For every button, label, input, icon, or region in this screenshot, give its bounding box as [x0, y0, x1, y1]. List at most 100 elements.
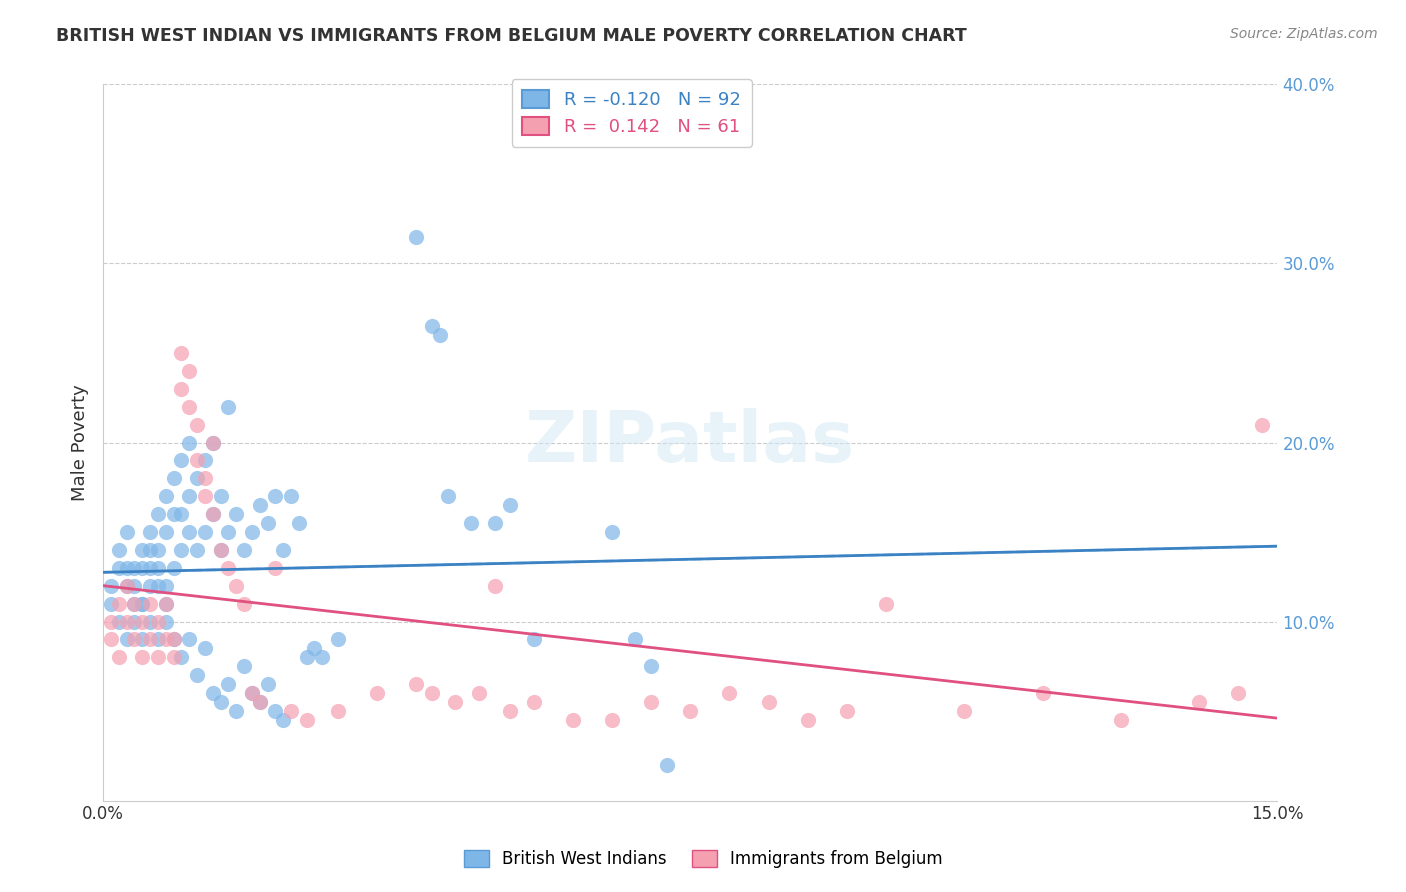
Point [139, 579, 162, 593]
Point [186, 453, 208, 467]
Point [100, 597, 122, 611]
Point [875, 597, 897, 611]
Point [311, 650, 333, 665]
Point [1109, 713, 1132, 727]
Point [162, 650, 184, 665]
Point [131, 561, 153, 575]
Point [600, 713, 623, 727]
Point [499, 704, 522, 718]
Point [146, 650, 169, 665]
Point [170, 382, 193, 396]
Point [225, 507, 247, 521]
Point [468, 686, 491, 700]
Point [170, 543, 193, 558]
Point [240, 686, 263, 700]
Point [718, 686, 741, 700]
Point [170, 453, 193, 467]
Text: ZIPatlas: ZIPatlas [526, 408, 855, 477]
Point [600, 524, 623, 539]
Point [420, 686, 443, 700]
Point [256, 516, 278, 530]
Point [107, 597, 129, 611]
Point [264, 561, 287, 575]
Point [271, 713, 294, 727]
Point [179, 632, 201, 647]
Point [139, 632, 162, 647]
Point [186, 543, 208, 558]
Point [225, 704, 247, 718]
Point [162, 471, 184, 485]
Point [170, 346, 193, 360]
Point [288, 516, 311, 530]
Point [179, 489, 201, 503]
Point [146, 561, 169, 575]
Point [115, 524, 138, 539]
Point [155, 489, 177, 503]
Point [162, 632, 184, 647]
Point [170, 650, 193, 665]
Point [209, 543, 232, 558]
Point [295, 713, 318, 727]
Point [124, 561, 146, 575]
Text: BRITISH WEST INDIAN VS IMMIGRANTS FROM BELGIUM MALE POVERTY CORRELATION CHART: BRITISH WEST INDIAN VS IMMIGRANTS FROM B… [56, 27, 967, 45]
Point [107, 615, 129, 629]
Point [953, 704, 976, 718]
Point [124, 597, 146, 611]
Point [256, 677, 278, 691]
Point [146, 507, 169, 521]
Point [155, 615, 177, 629]
Point [271, 543, 294, 558]
Point [115, 632, 138, 647]
Point [131, 632, 153, 647]
Point [264, 704, 287, 718]
Point [429, 328, 451, 343]
Point [146, 579, 169, 593]
Point [139, 543, 162, 558]
Point [201, 435, 224, 450]
Point [796, 713, 818, 727]
Point [561, 713, 583, 727]
Point [139, 597, 162, 611]
Point [1227, 686, 1250, 700]
Point [194, 489, 217, 503]
Point [186, 417, 208, 432]
Point [162, 561, 184, 575]
Point [217, 400, 239, 414]
Point [131, 597, 153, 611]
Point [240, 524, 263, 539]
Y-axis label: Male Poverty: Male Poverty [72, 384, 89, 501]
Point [179, 435, 201, 450]
Point [225, 579, 247, 593]
Point [405, 229, 427, 244]
Point [179, 364, 201, 378]
Point [679, 704, 702, 718]
Point [194, 641, 217, 656]
Point [264, 489, 287, 503]
Point [124, 597, 146, 611]
Point [240, 686, 263, 700]
Point [326, 632, 349, 647]
Point [162, 632, 184, 647]
Point [131, 597, 153, 611]
Point [201, 507, 224, 521]
Point [201, 686, 224, 700]
Point [249, 695, 271, 709]
Point [107, 543, 129, 558]
Point [655, 757, 678, 772]
Point [131, 650, 153, 665]
Point [249, 498, 271, 512]
Point [233, 659, 256, 673]
Point [201, 507, 224, 521]
Point [107, 650, 129, 665]
Text: Source: ZipAtlas.com: Source: ZipAtlas.com [1230, 27, 1378, 41]
Point [155, 597, 177, 611]
Point [146, 543, 169, 558]
Point [124, 579, 146, 593]
Point [170, 507, 193, 521]
Point [155, 524, 177, 539]
Point [217, 524, 239, 539]
Point [1250, 417, 1272, 432]
Point [155, 632, 177, 647]
Point [179, 524, 201, 539]
Point [484, 579, 506, 593]
